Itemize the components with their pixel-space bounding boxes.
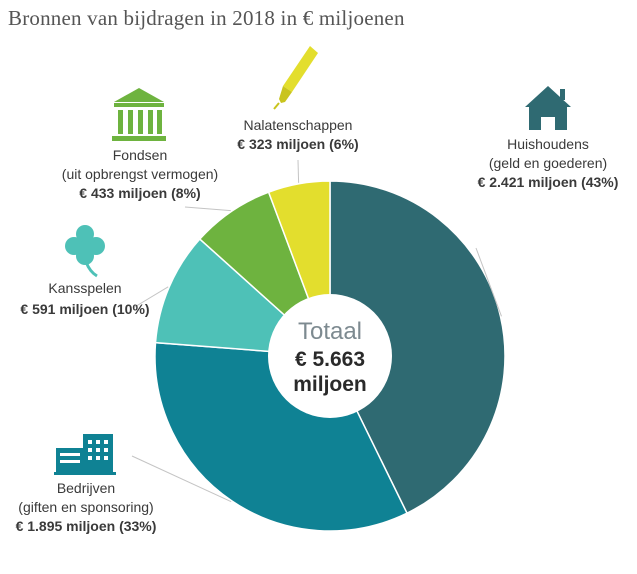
huishoudens-name: Huishoudens (507, 136, 589, 152)
leader-line-kansspelen (132, 286, 169, 309)
fondsen-name: Fondsen (113, 147, 167, 163)
chart-title: Bronnen van bijdragen in 2018 in € miljo… (8, 6, 405, 30)
total-unit: miljoen (293, 373, 367, 396)
nalatenschappen-value: € 323 miljoen (6%) (237, 136, 358, 152)
nalatenschappen-name: Nalatenschappen (244, 117, 353, 133)
slice-huishoudens (329, 180, 506, 515)
kansspelen-name: Kansspelen (48, 280, 121, 296)
bank-building-icon (112, 88, 166, 141)
leader-line-bedrijven (131, 455, 232, 503)
bedrijven-name: Bedrijven (57, 480, 115, 496)
legend-bedrijven: Bedrijven (giften en sponsoring) € 1.895… (16, 434, 157, 534)
leader-line-fondsen (184, 206, 231, 212)
legend-kansspelen: Kansspelen € 591 miljoen (10%) (20, 225, 150, 317)
center-disc (268, 294, 392, 418)
fountain-pen-icon (273, 46, 318, 110)
bedrijven-sub: (giften en sponsoring) (18, 499, 153, 515)
legend-fondsen: Fondsen (uit opbrengst vermogen) € 433 m… (62, 88, 218, 201)
total-amount: € 5.663 (295, 348, 365, 371)
kansspelen-value: € 591 miljoen (10%) (20, 301, 149, 317)
leader-line-huishoudens (475, 247, 502, 317)
clover-icon (65, 225, 105, 278)
leader-lines (131, 159, 502, 503)
house-icon (525, 86, 571, 130)
fondsen-sub: (uit opbrengst vermogen) (62, 166, 218, 182)
legend-huishoudens: Huishoudens (geld en goederen) € 2.421 m… (478, 86, 619, 190)
office-buildings-icon (54, 434, 116, 475)
leader-line-nalatenschappen (297, 159, 300, 183)
huishoudens-value: € 2.421 miljoen (43%) (478, 174, 619, 190)
huishoudens-sub: (geld en goederen) (489, 155, 607, 171)
bedrijven-value: € 1.895 miljoen (33%) (16, 518, 157, 534)
total-heading: Totaal (298, 318, 362, 345)
fondsen-value: € 433 miljoen (8%) (79, 185, 200, 201)
legend-nalatenschappen: Nalatenschappen € 323 miljoen (6%) (237, 46, 359, 152)
